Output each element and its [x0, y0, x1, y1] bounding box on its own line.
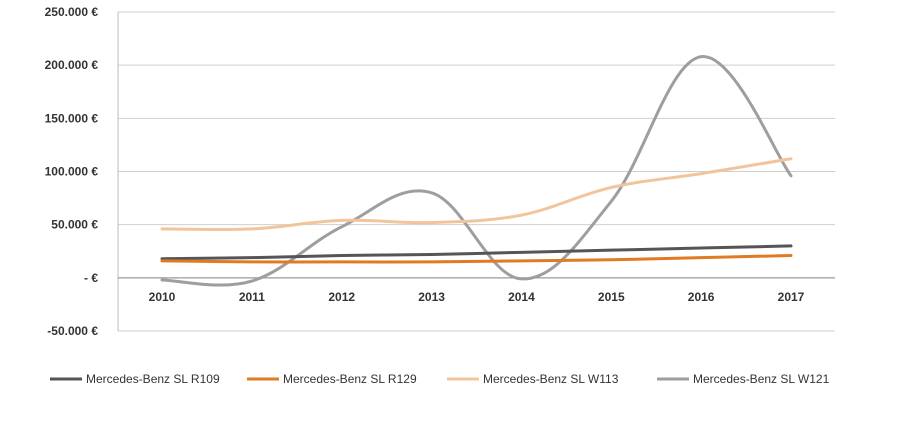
series-line-mercedes-benz-sl-w113 [160, 157, 793, 232]
x-tick-label: 2010 [149, 290, 176, 304]
legend-label: Mercedes-Benz SL W113 [483, 372, 619, 386]
legend-label: Mercedes-Benz SL W121 [693, 372, 830, 386]
series-line-mercedes-benz-sl-r109 [160, 244, 793, 261]
legend-item: Mercedes-Benz SL W121 [657, 372, 830, 386]
x-tick-label: 2013 [418, 290, 445, 304]
legend-item: Mercedes-Benz SL W113 [447, 372, 619, 386]
x-tick-label: 2011 [239, 290, 265, 304]
y-tick-label: -50.000 € [47, 324, 98, 338]
series-line-mercedes-benz-sl-w121 [160, 55, 793, 287]
y-tick-label: 50.000 € [51, 218, 98, 232]
x-tick-label: 2016 [688, 290, 715, 304]
y-tick-label: 250.000 € [45, 5, 99, 19]
y-tick-label: 100.000 € [45, 165, 99, 179]
x-tick-label: 2014 [508, 290, 535, 304]
legend-item: Mercedes-Benz SL R109 [50, 372, 220, 386]
y-tick-label: 150.000 € [45, 111, 99, 125]
legend-label: Mercedes-Benz SL R129 [283, 372, 417, 386]
y-tick-label: - € [84, 271, 98, 285]
legend-item: Mercedes-Benz SL R129 [247, 372, 417, 386]
x-tick-label: 2017 [778, 290, 805, 304]
x-tick-label: 2015 [598, 290, 625, 304]
x-tick-label: 2012 [328, 290, 355, 304]
legend-label: Mercedes-Benz SL R109 [86, 372, 220, 386]
series-line-mercedes-benz-sl-r129 [160, 254, 793, 264]
y-tick-label: 200.000 € [45, 58, 99, 72]
